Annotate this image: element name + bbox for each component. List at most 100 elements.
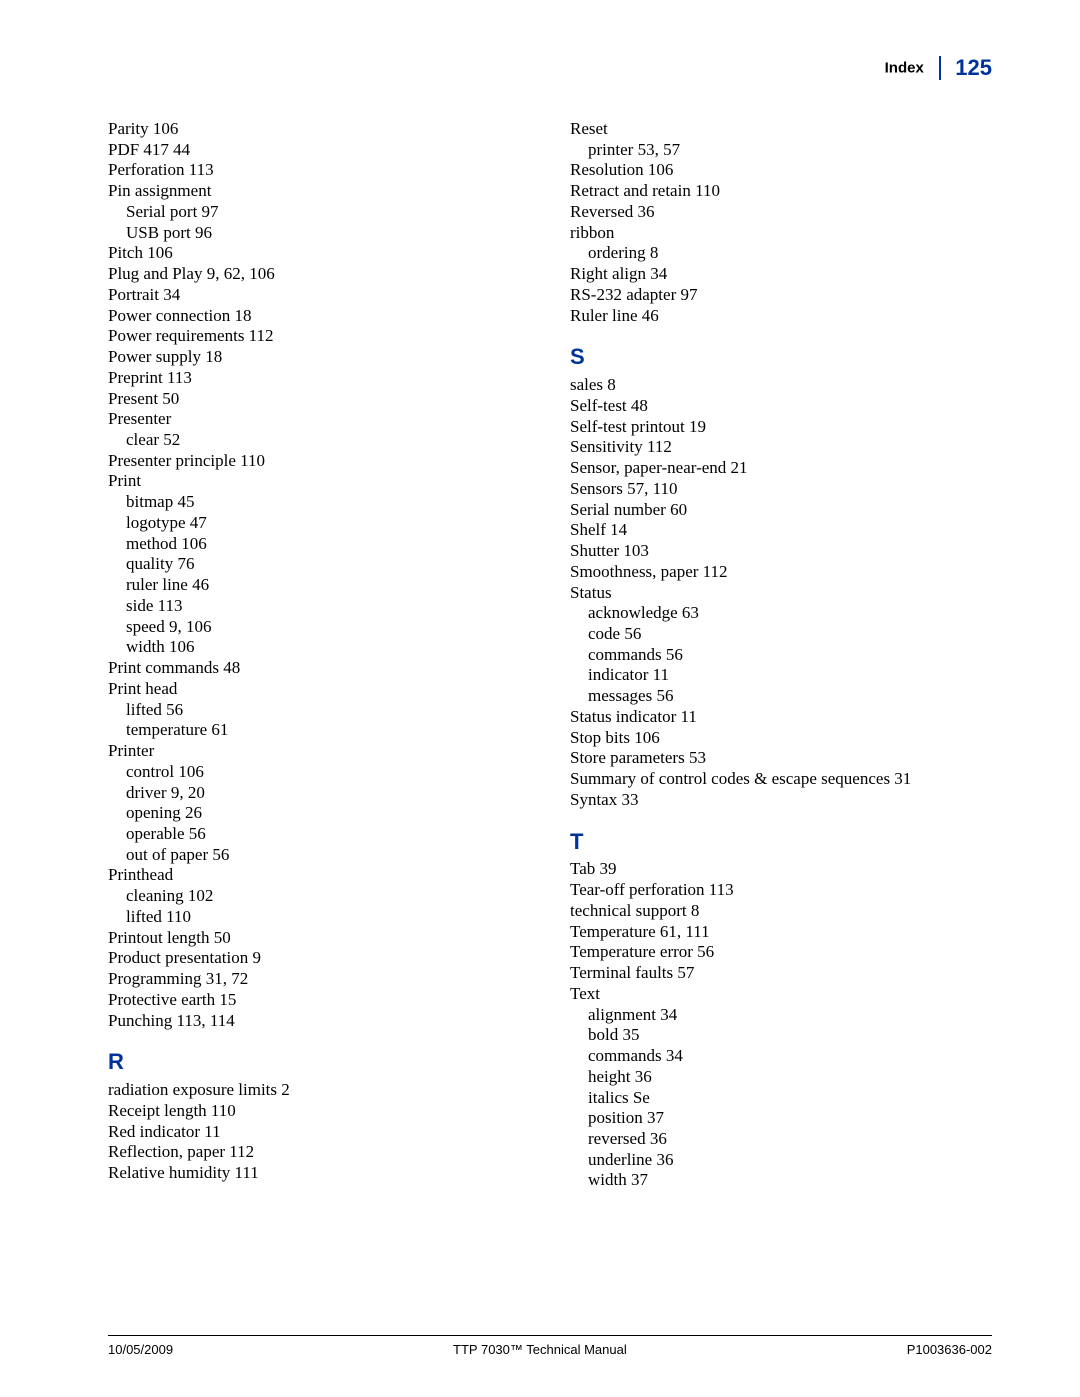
index-entry: Presenter xyxy=(108,409,550,430)
index-entry: method 106 xyxy=(108,534,550,555)
index-entry: Reset xyxy=(570,119,1012,140)
footer-doc-number: P1003636-002 xyxy=(907,1342,992,1357)
index-entry: messages 56 xyxy=(570,686,1012,707)
section-p-continued: Parity 106PDF 417 44Perforation 113Pin a… xyxy=(108,119,550,1031)
index-entry: Power requirements 112 xyxy=(108,326,550,347)
index-entry: operable 56 xyxy=(108,824,550,845)
index-entry: clear 52 xyxy=(108,430,550,451)
index-entry: underline 36 xyxy=(570,1150,1012,1171)
section-t: Tab 39Tear-off perforation 113technical … xyxy=(570,859,1012,1191)
index-entry: Reflection, paper 112 xyxy=(108,1142,550,1163)
index-entry: alignment 34 xyxy=(570,1005,1012,1026)
index-entry: Product presentation 9 xyxy=(108,948,550,969)
index-entry: Self-test printout 19 xyxy=(570,417,1012,438)
header-section-label: Index xyxy=(885,60,924,77)
index-entry: Printout length 50 xyxy=(108,928,550,949)
section-letter-t: T xyxy=(570,829,1012,856)
index-entry: out of paper 56 xyxy=(108,845,550,866)
index-entry: Pin assignment xyxy=(108,181,550,202)
index-entry: Pitch 106 xyxy=(108,243,550,264)
index-entry: speed 9, 106 xyxy=(108,617,550,638)
page-header: Index 125 xyxy=(108,55,992,81)
index-entry: Syntax 33 xyxy=(570,790,1012,811)
index-entry: lifted 110 xyxy=(108,907,550,928)
index-entry: logotype 47 xyxy=(108,513,550,534)
index-entry: Shelf 14 xyxy=(570,520,1012,541)
index-entry: Portrait 34 xyxy=(108,285,550,306)
index-entry: control 106 xyxy=(108,762,550,783)
section-r-continued: Resetprinter 53, 57Resolution 106Retract… xyxy=(570,119,1012,326)
index-entry: Preprint 113 xyxy=(108,368,550,389)
index-entry: ruler line 46 xyxy=(108,575,550,596)
index-column-right: Resetprinter 53, 57Resolution 106Retract… xyxy=(570,119,1012,1191)
index-entry: sales 8 xyxy=(570,375,1012,396)
index-entry: Print xyxy=(108,471,550,492)
section-s: sales 8Self-test 48Self-test printout 19… xyxy=(570,375,1012,810)
index-entry: ribbon xyxy=(570,223,1012,244)
index-entry: Present 50 xyxy=(108,389,550,410)
index-entry: acknowledge 63 xyxy=(570,603,1012,624)
index-entry: code 56 xyxy=(570,624,1012,645)
footer-title: TTP 7030™ Technical Manual xyxy=(453,1342,627,1357)
index-entry: Sensitivity 112 xyxy=(570,437,1012,458)
index-entry: height 36 xyxy=(570,1067,1012,1088)
page: Index 125 Parity 106PDF 417 44Perforatio… xyxy=(0,0,1080,1397)
index-entry: Serial port 97 xyxy=(108,202,550,223)
index-entry: temperature 61 xyxy=(108,720,550,741)
index-entry: Status indicator 11 xyxy=(570,707,1012,728)
index-entry: italics Se xyxy=(570,1088,1012,1109)
index-entry: indicator 11 xyxy=(570,665,1012,686)
index-entry: Serial number 60 xyxy=(570,500,1012,521)
index-column-left: Parity 106PDF 417 44Perforation 113Pin a… xyxy=(108,119,570,1191)
section-letter-r: R xyxy=(108,1049,550,1076)
index-entry: Tab 39 xyxy=(570,859,1012,880)
index-entry: Print head xyxy=(108,679,550,700)
index-entry: Power connection 18 xyxy=(108,306,550,327)
index-entry: Right align 34 xyxy=(570,264,1012,285)
index-entry: Sensor, paper-near-end 21 xyxy=(570,458,1012,479)
index-entry: technical support 8 xyxy=(570,901,1012,922)
index-entry: Plug and Play 9, 62, 106 xyxy=(108,264,550,285)
index-entry: reversed 36 xyxy=(570,1129,1012,1150)
index-entry: PDF 417 44 xyxy=(108,140,550,161)
index-entry: Terminal faults 57 xyxy=(570,963,1012,984)
index-entry: width 37 xyxy=(570,1170,1012,1191)
index-entry: Presenter principle 110 xyxy=(108,451,550,472)
index-entry: Temperature error 56 xyxy=(570,942,1012,963)
index-entry: Status xyxy=(570,583,1012,604)
index-entry: Print commands 48 xyxy=(108,658,550,679)
index-entry: Self-test 48 xyxy=(570,396,1012,417)
index-entry: Printhead xyxy=(108,865,550,886)
index-entry: side 113 xyxy=(108,596,550,617)
index-entry: ordering 8 xyxy=(570,243,1012,264)
page-footer: 10/05/2009 TTP 7030™ Technical Manual P1… xyxy=(108,1335,992,1357)
index-entry: Protective earth 15 xyxy=(108,990,550,1011)
index-entry: cleaning 102 xyxy=(108,886,550,907)
index-entry: width 106 xyxy=(108,637,550,658)
index-entry: driver 9, 20 xyxy=(108,783,550,804)
index-entry: Stop bits 106 xyxy=(570,728,1012,749)
index-entry: printer 53, 57 xyxy=(570,140,1012,161)
index-entry: Sensors 57, 110 xyxy=(570,479,1012,500)
index-entry: Retract and retain 110 xyxy=(570,181,1012,202)
index-entry: Parity 106 xyxy=(108,119,550,140)
index-entry: Resolution 106 xyxy=(570,160,1012,181)
footer-date: 10/05/2009 xyxy=(108,1342,173,1357)
header-page-number: 125 xyxy=(955,55,992,80)
index-entry: Printer xyxy=(108,741,550,762)
index-entry: radiation exposure limits 2 xyxy=(108,1080,550,1101)
index-entry: lifted 56 xyxy=(108,700,550,721)
index-entry: Perforation 113 xyxy=(108,160,550,181)
header-divider xyxy=(939,56,941,80)
index-entry: Power supply 18 xyxy=(108,347,550,368)
index-entry: Relative humidity 111 xyxy=(108,1163,550,1184)
index-entry: Smoothness, paper 112 xyxy=(570,562,1012,583)
index-entry: commands 56 xyxy=(570,645,1012,666)
index-entry: Red indicator 11 xyxy=(108,1122,550,1143)
index-entry: bold 35 xyxy=(570,1025,1012,1046)
index-entry: Tear-off perforation 113 xyxy=(570,880,1012,901)
index-entry: position 37 xyxy=(570,1108,1012,1129)
index-entry: bitmap 45 xyxy=(108,492,550,513)
index-entry: Store parameters 53 xyxy=(570,748,1012,769)
index-entry: opening 26 xyxy=(108,803,550,824)
